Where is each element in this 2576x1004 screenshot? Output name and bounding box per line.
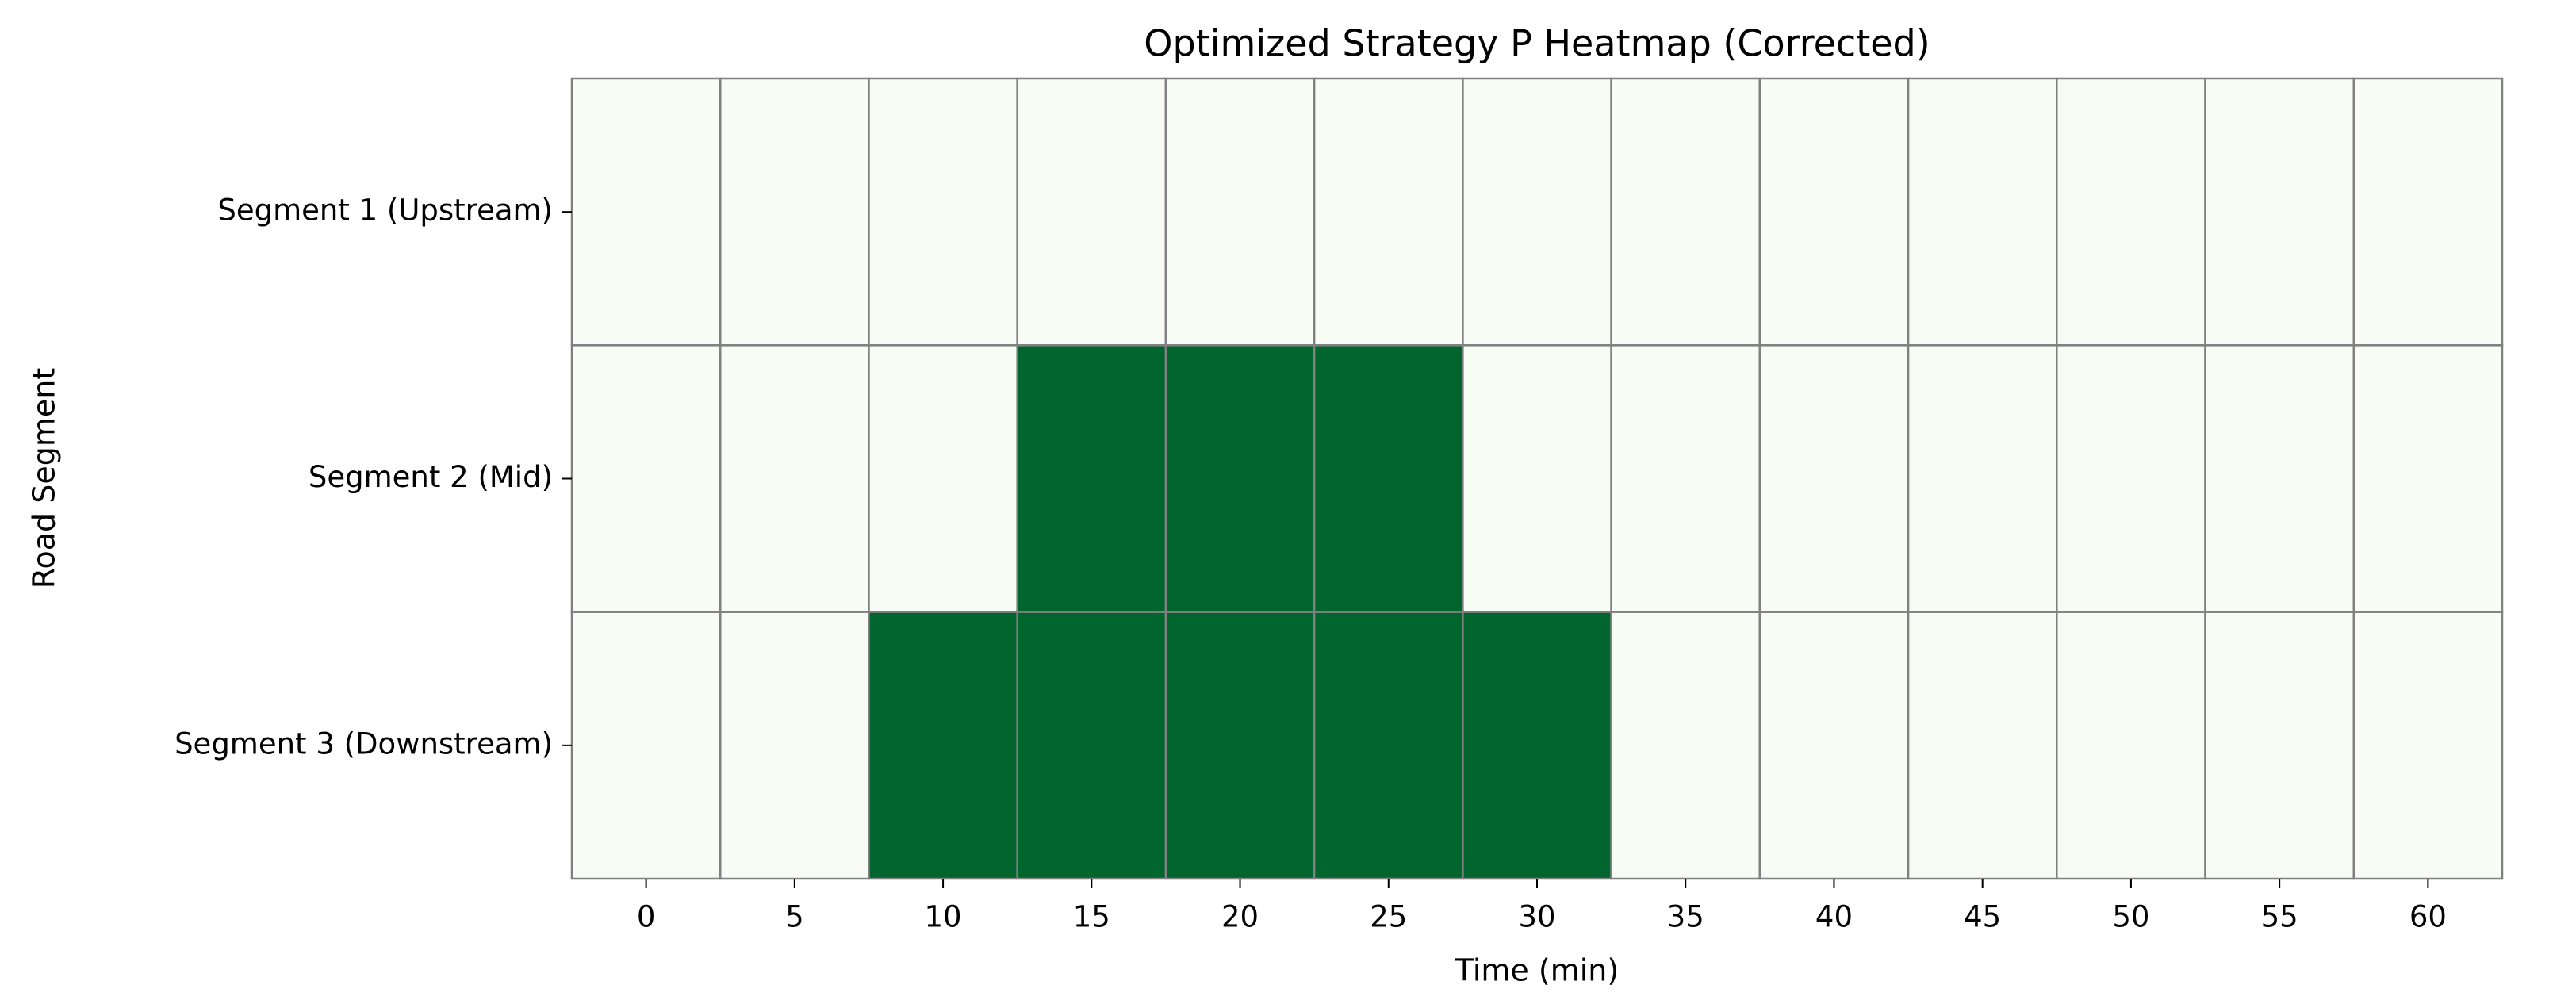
x-tick-label: 35 <box>1667 900 1704 934</box>
x-tick-label: 45 <box>1964 900 2001 934</box>
heatmap-cell <box>1016 611 1167 880</box>
chart-title: Optimized Strategy P Heatmap (Corrected) <box>1144 22 1930 65</box>
x-tick-label: 40 <box>1815 900 1853 934</box>
heatmap-cell <box>1610 344 1761 613</box>
x-tick-label: 55 <box>2261 900 2298 934</box>
heatmap-cell <box>1164 344 1316 613</box>
heatmap-cell <box>719 77 870 347</box>
x-tick-label: 15 <box>1073 900 1110 934</box>
heatmap-cell <box>1313 344 1464 613</box>
heatmap-cell <box>1907 611 2058 880</box>
x-tick-label: 30 <box>1518 900 1555 934</box>
heatmap-cell <box>1016 344 1167 613</box>
heatmap-cell <box>1462 77 1612 347</box>
heatmap-cell <box>1610 611 1761 880</box>
heatmap-cell <box>1758 77 1910 347</box>
heatmap-cell <box>868 77 1018 347</box>
heatmap-cell <box>1462 611 1612 880</box>
x-tick-label: 20 <box>1221 900 1259 934</box>
heatmap-cell <box>1016 77 1167 347</box>
heatmap-cell <box>2056 344 2206 613</box>
heatmap-cell <box>1907 344 2058 613</box>
heatmap-cell <box>1758 344 1910 613</box>
heatmap-cell <box>2352 611 2504 880</box>
heatmap-cell <box>2204 344 2356 613</box>
heatmap-cell <box>1610 77 1761 347</box>
x-tick-label: 25 <box>1370 900 1407 934</box>
x-tick-label: 10 <box>925 900 962 934</box>
heatmap-cell <box>2352 77 2504 347</box>
heatmap-cell <box>719 344 870 613</box>
heatmap-cell <box>1164 77 1316 347</box>
heatmap-cell <box>2204 77 2356 347</box>
heatmap-cell <box>1462 344 1612 613</box>
y-tick-label: Segment 3 (Downstream) <box>174 726 553 761</box>
x-axis-label: Time (min) <box>1455 953 1619 988</box>
x-tick-label: 50 <box>2112 900 2149 934</box>
heatmap-cell <box>719 611 870 880</box>
y-tick-label: Segment 1 (Upstream) <box>217 194 553 228</box>
heatmap-cell <box>2352 344 2504 613</box>
heatmap-cell <box>868 344 1018 613</box>
heatmap-cell <box>570 77 722 347</box>
heatmap-cell <box>868 611 1018 880</box>
heatmap-cell <box>2204 611 2356 880</box>
heatmap-cell <box>1313 77 1464 347</box>
x-tick-label: 5 <box>785 900 804 934</box>
y-tick-label: Segment 2 (Mid) <box>309 460 553 494</box>
y-axis-label: Road Segment <box>27 368 62 588</box>
heatmap-cell <box>570 611 722 880</box>
heatmap-cell <box>1758 611 1910 880</box>
heatmap-cell <box>1313 611 1464 880</box>
heatmap-cell <box>2056 611 2206 880</box>
heatmap-cell <box>1164 611 1316 880</box>
x-tick-label: 60 <box>2409 900 2447 934</box>
heatmap-cell <box>1907 77 2058 347</box>
heatmap-cell <box>570 344 722 613</box>
x-tick-label: 0 <box>637 900 656 934</box>
heatmap-cell <box>2056 77 2206 347</box>
